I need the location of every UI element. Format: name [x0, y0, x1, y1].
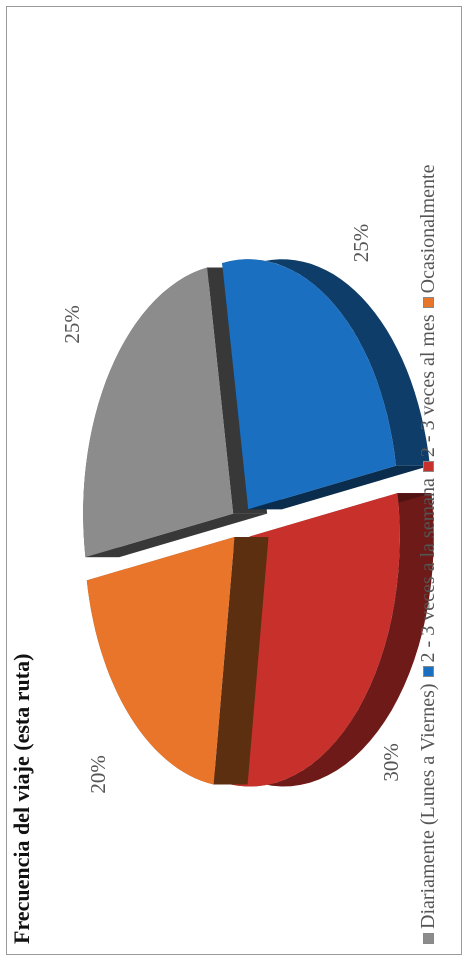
legend-item: 2 - 3 veces al mes [417, 314, 440, 472]
pie-slice-top [87, 537, 235, 785]
chart-frame: Frecuencia del viaje (esta ruta) 25% 25% 3… [6, 6, 462, 955]
legend-label: 2 - 3 veces a la semana [417, 478, 440, 662]
slice-percent-label: 20% [86, 755, 110, 794]
pie-slice-top [222, 259, 396, 509]
legend-swatch [423, 461, 434, 472]
legend-item: 2 - 3 veces a la semana [417, 478, 440, 677]
pie-slice [222, 259, 430, 509]
legend-item: Ocasionalmente [417, 165, 440, 309]
rotated-chart-area: Frecuencia del viaje (esta ruta) 25% 25% 3… [7, 7, 461, 954]
pie-slice [87, 537, 269, 785]
legend-swatch [423, 933, 434, 944]
slice-percent-label: 30% [379, 743, 403, 782]
legend-label: Ocasionalmente [417, 165, 440, 294]
slice-percent-label: 25% [349, 224, 373, 263]
legend-label: Diariamente (Lunes a Viernes) [417, 683, 440, 929]
legend-label: 2 - 3 veces al mes [417, 314, 440, 457]
legend-item: Diariamente (Lunes a Viernes) [417, 683, 440, 944]
chart-legend: Diariamente (Lunes a Viernes) 2 - 3 vece… [417, 159, 440, 944]
legend-swatch [423, 666, 434, 677]
pie-chart: 25% 25% 30% 20% [7, 7, 461, 954]
pie-slice-top [83, 268, 233, 558]
slice-percent-label: 25% [60, 305, 84, 344]
legend-swatch [423, 297, 434, 308]
